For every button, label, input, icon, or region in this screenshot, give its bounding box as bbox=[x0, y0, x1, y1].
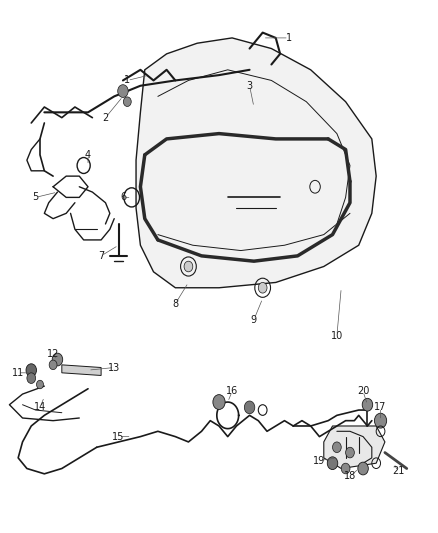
Text: 20: 20 bbox=[357, 386, 369, 397]
Text: 14: 14 bbox=[34, 402, 46, 413]
Text: 12: 12 bbox=[47, 349, 59, 359]
Text: 13: 13 bbox=[108, 362, 120, 373]
Circle shape bbox=[362, 398, 373, 411]
Text: 6: 6 bbox=[120, 192, 126, 203]
Text: 18: 18 bbox=[344, 472, 356, 481]
Circle shape bbox=[244, 401, 255, 414]
Circle shape bbox=[118, 85, 128, 98]
Text: 8: 8 bbox=[172, 298, 178, 309]
Polygon shape bbox=[324, 426, 385, 469]
Text: 19: 19 bbox=[313, 456, 325, 465]
Circle shape bbox=[358, 462, 368, 475]
Circle shape bbox=[26, 364, 36, 376]
Text: 4: 4 bbox=[85, 150, 91, 160]
Text: 15: 15 bbox=[113, 432, 125, 442]
Circle shape bbox=[27, 373, 35, 383]
Text: 21: 21 bbox=[392, 466, 404, 476]
Text: 3: 3 bbox=[247, 81, 253, 91]
Text: 10: 10 bbox=[331, 330, 343, 341]
Circle shape bbox=[213, 394, 225, 409]
Circle shape bbox=[346, 447, 354, 458]
Text: 7: 7 bbox=[98, 251, 104, 261]
Circle shape bbox=[327, 457, 338, 470]
Circle shape bbox=[49, 360, 57, 369]
Circle shape bbox=[341, 463, 350, 474]
Text: 5: 5 bbox=[32, 192, 39, 203]
Text: 1: 1 bbox=[286, 33, 292, 43]
Circle shape bbox=[332, 442, 341, 453]
Text: 11: 11 bbox=[12, 368, 24, 378]
Circle shape bbox=[36, 380, 43, 389]
Text: 9: 9 bbox=[251, 314, 257, 325]
Text: 16: 16 bbox=[226, 386, 238, 397]
Circle shape bbox=[184, 261, 193, 272]
Text: 1: 1 bbox=[124, 76, 131, 85]
Text: 2: 2 bbox=[102, 112, 109, 123]
Circle shape bbox=[52, 353, 63, 366]
Polygon shape bbox=[62, 365, 101, 375]
Polygon shape bbox=[136, 38, 376, 288]
Circle shape bbox=[258, 282, 267, 293]
Text: 17: 17 bbox=[374, 402, 387, 413]
Circle shape bbox=[374, 413, 387, 428]
Circle shape bbox=[124, 97, 131, 107]
